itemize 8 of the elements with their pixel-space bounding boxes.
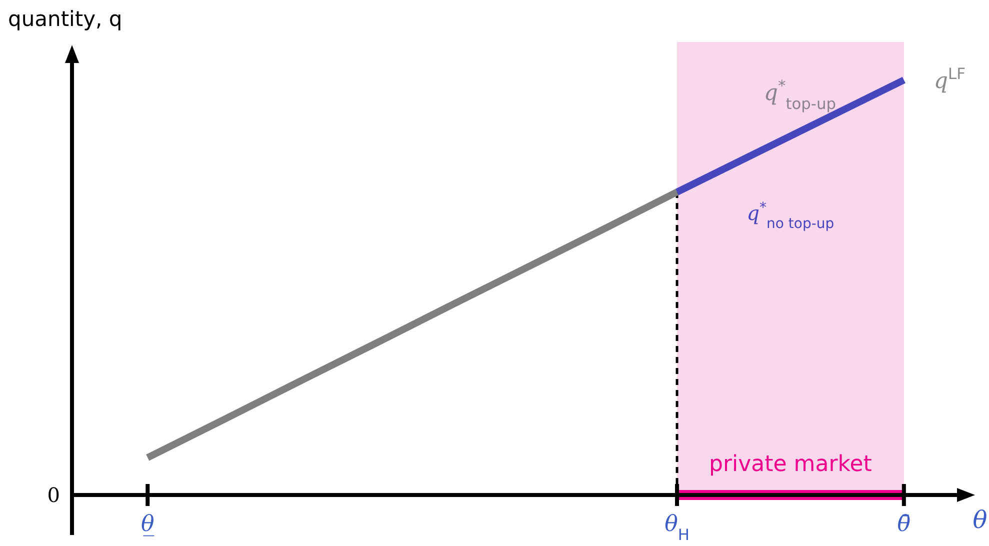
- annotation: q$^{LF}$: [934, 65, 966, 94]
- y-axis-title: quantity, q: [8, 7, 122, 31]
- band-label: private market: [709, 452, 872, 477]
- x-axis-title: θ: [972, 506, 988, 534]
- text: 0: [47, 483, 60, 507]
- x-tick-label: θ$_{H}$: [664, 512, 690, 544]
- x-tick-label: θ̄: [897, 512, 911, 537]
- x-tick-label: θ̲: [141, 512, 154, 537]
